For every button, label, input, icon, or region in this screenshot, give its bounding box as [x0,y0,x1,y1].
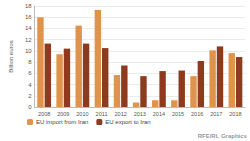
svg-text:2014: 2014 [153,111,165,117]
svg-text:2013: 2013 [134,111,146,117]
svg-text:2: 2 [28,93,32,99]
svg-text:RFE/RL Graphics: RFE/RL Graphics [198,133,248,139]
svg-text:2017: 2017 [210,111,222,117]
svg-text:Billion euros: Billion euros [8,40,14,73]
svg-text:2011: 2011 [96,111,108,117]
svg-text:2008: 2008 [38,111,50,117]
svg-text:10: 10 [25,48,32,54]
svg-text:2012: 2012 [115,111,127,117]
svg-text:EU export to Iran: EU export to Iran [105,119,150,125]
svg-text:12: 12 [25,37,32,43]
svg-text:18: 18 [25,3,32,9]
svg-text:6: 6 [28,70,32,76]
svg-text:2010: 2010 [76,111,88,117]
svg-text:16: 16 [25,14,32,20]
svg-text:EU import from Iran: EU import from Iran [36,119,88,125]
svg-text:14: 14 [25,25,32,31]
svg-text:2015: 2015 [172,111,184,117]
svg-text:4: 4 [28,82,32,88]
svg-text:2009: 2009 [57,111,69,117]
svg-text:2016: 2016 [191,111,203,117]
svg-text:2018: 2018 [229,111,241,117]
svg-text:8: 8 [28,59,32,65]
svg-text:0: 0 [28,104,32,110]
